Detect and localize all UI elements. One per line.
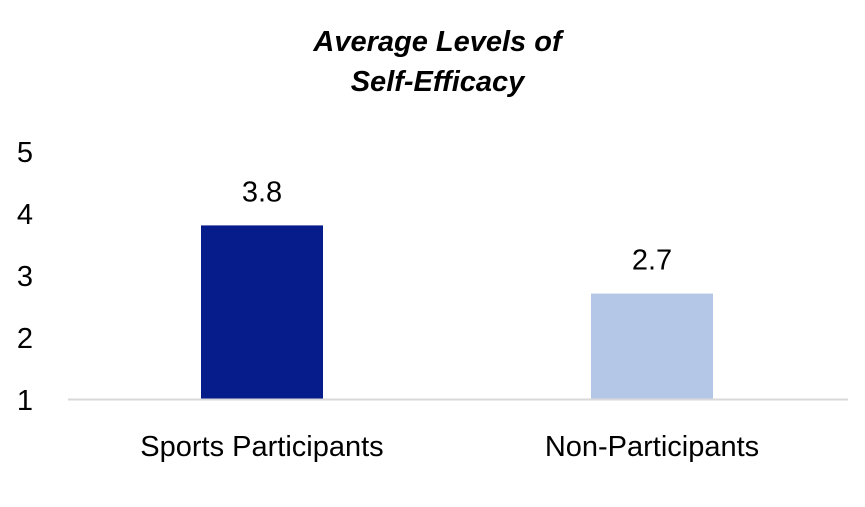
- data-label: 3.8: [242, 176, 282, 208]
- x-category-label: Sports Participants: [140, 431, 383, 463]
- chart-title-line-1: Average Levels of: [313, 26, 562, 58]
- y-tick-label: 4: [17, 199, 33, 231]
- y-tick-label: 3: [17, 261, 33, 293]
- y-tick-label: 2: [17, 323, 33, 355]
- chart-title: Average Levels of Self-Efficacy: [0, 22, 865, 102]
- data-label: 2.7: [632, 245, 672, 277]
- y-tick-label: 1: [17, 385, 33, 417]
- chart-title-line-2: Self-Efficacy: [350, 66, 525, 98]
- bar: [591, 293, 713, 399]
- bar: [201, 225, 323, 399]
- x-category-label: Non-Participants: [545, 431, 759, 463]
- y-tick-label: 5: [17, 137, 33, 169]
